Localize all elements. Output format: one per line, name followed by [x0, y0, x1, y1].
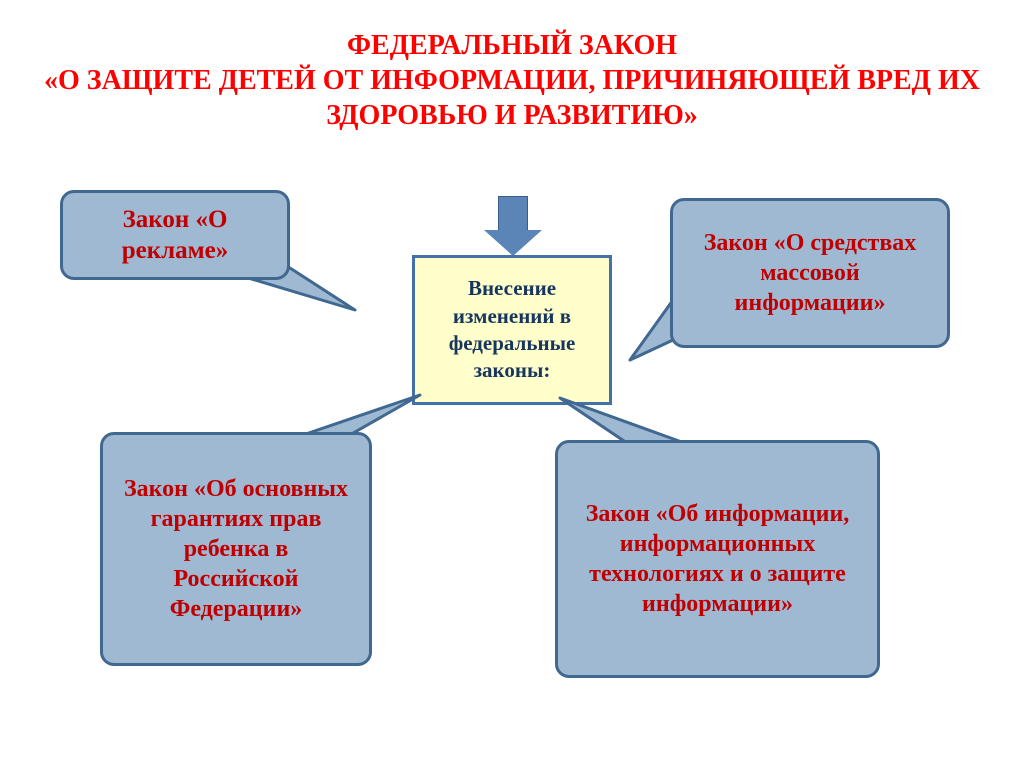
callout-top-left-text: Закон «О рекламе»: [79, 204, 271, 267]
callout-top-right: Закон «О средствах массовой информации»: [670, 198, 950, 348]
title-line2: «О ЗАЩИТЕ ДЕТЕЙ ОТ ИНФОРМАЦИИ, ПРИЧИНЯЮЩ…: [0, 63, 1024, 133]
callout-bottom-left: Закон «Об основных гарантиях прав ребенк…: [100, 432, 372, 666]
pointer-bottom-left: [300, 395, 420, 436]
callout-top-right-text: Закон «О средствах массовой информации»: [689, 228, 931, 318]
center-box: Внесение изменений в федеральные законы:: [412, 255, 612, 405]
arrow-head: [484, 230, 542, 256]
title-line1: ФЕДЕРАЛЬНЫЙ ЗАКОН: [0, 28, 1024, 63]
center-box-text: Внесение изменений в федеральные законы:: [427, 275, 597, 384]
page-title: ФЕДЕРАЛЬНЫЙ ЗАКОН «О ЗАЩИТЕ ДЕТЕЙ ОТ ИНФ…: [0, 0, 1024, 133]
callout-top-left: Закон «О рекламе»: [60, 190, 290, 280]
pointer-bottom-right: [560, 398, 690, 445]
callout-bottom-left-text: Закон «Об основных гарантиях прав ребенк…: [119, 474, 353, 624]
pointer-top-right: [630, 300, 673, 360]
arrow-shaft: [498, 196, 528, 230]
callout-bottom-right-text: Закон «Об информации, информационных тех…: [574, 499, 861, 619]
callout-bottom-right: Закон «Об информации, информационных тех…: [555, 440, 880, 678]
